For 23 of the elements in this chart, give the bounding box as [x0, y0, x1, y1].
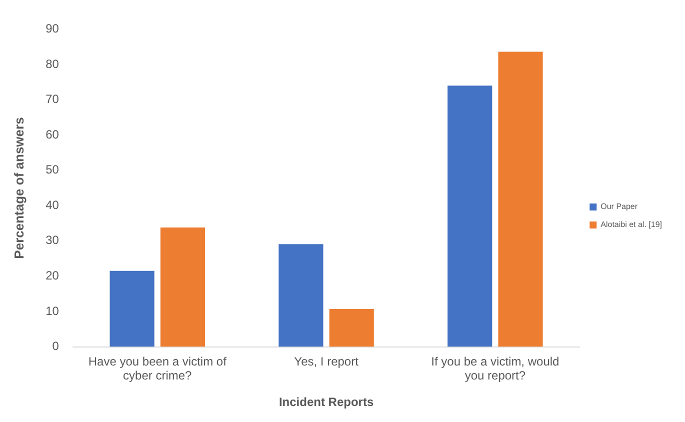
- y-tick-label: 0: [52, 339, 60, 354]
- bar: [448, 86, 492, 347]
- y-tick-label: 30: [46, 233, 60, 248]
- x-tick-label: Yes, I report: [294, 354, 360, 368]
- bar: [110, 270, 154, 347]
- y-tick-label: 40: [46, 198, 60, 212]
- y-tick-label: 90: [46, 22, 60, 36]
- y-tick-label: 80: [46, 56, 60, 71]
- x-axis-title: Incident Reports: [278, 395, 374, 410]
- bar: [498, 52, 543, 347]
- x-tick-label: If you be a victim, would you report?: [431, 354, 560, 383]
- y-tick-label: 60: [46, 127, 60, 142]
- y-tick-label: 20: [46, 268, 60, 283]
- bar: [278, 244, 324, 347]
- x-tick-label: Have you been a victim of cyber crime?: [88, 354, 228, 383]
- bar: [160, 228, 206, 347]
- legend-label: Alotaibi et al. [19]: [600, 220, 662, 230]
- legend-label: Our Paper: [600, 202, 638, 212]
- y-tick-label: 10: [46, 304, 60, 318]
- y-axis-title: Percentage of answers: [11, 117, 26, 259]
- bar: [329, 309, 374, 347]
- y-tick-label: 50: [46, 162, 60, 177]
- y-tick-label: 70: [46, 92, 60, 106]
